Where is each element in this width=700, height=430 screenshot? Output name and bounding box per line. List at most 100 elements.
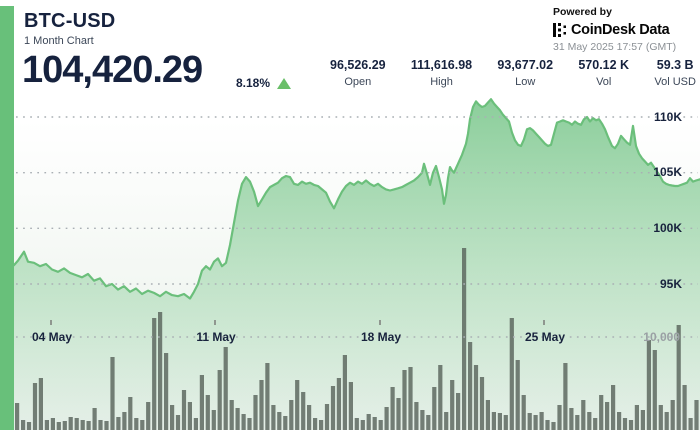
volume-bar bbox=[26, 422, 32, 430]
volume-bar bbox=[98, 420, 103, 430]
x-axis-label-11-may: 11 May bbox=[196, 330, 236, 344]
coindesk-logo-icon bbox=[553, 23, 566, 37]
volume-bar bbox=[211, 410, 216, 430]
price-change: 8.18% bbox=[236, 76, 292, 90]
volume-bar bbox=[688, 418, 693, 430]
volume-bar bbox=[557, 405, 562, 430]
volume-bar bbox=[140, 420, 145, 430]
brand-name: CoinDesk Data bbox=[571, 22, 670, 38]
y-axis-label-110k: 110K bbox=[653, 110, 682, 124]
high-label: High bbox=[430, 76, 453, 88]
volume-bar bbox=[68, 417, 73, 430]
volume-bar bbox=[682, 385, 687, 430]
coindesk-brand[interactable]: CoinDesk Data bbox=[553, 22, 695, 38]
volume-bar bbox=[110, 357, 115, 430]
volume-bar bbox=[581, 400, 586, 430]
volume-bar bbox=[658, 405, 663, 430]
volume-bar bbox=[330, 386, 336, 430]
volume-bar bbox=[241, 414, 246, 430]
volume-bar bbox=[307, 405, 312, 430]
volume-bar bbox=[479, 377, 485, 430]
volume-bar bbox=[295, 380, 300, 430]
volume-bar bbox=[283, 416, 288, 430]
volume-bar bbox=[634, 405, 639, 430]
volume-bar bbox=[336, 378, 341, 430]
volume-bar bbox=[390, 387, 395, 430]
volume-bar bbox=[134, 418, 139, 430]
volume-bar bbox=[640, 410, 645, 430]
high-value: 111,616.98 bbox=[410, 58, 473, 72]
volume-bar bbox=[74, 418, 79, 430]
volume-bar bbox=[235, 408, 240, 430]
change-percent: 8.18% bbox=[236, 76, 271, 90]
volume-bar bbox=[253, 395, 258, 430]
volume-bar bbox=[366, 414, 371, 430]
accent-bar bbox=[0, 6, 14, 430]
volume-bar bbox=[199, 375, 204, 430]
date-tick bbox=[543, 320, 545, 325]
y-axis-label-105k: 105K bbox=[653, 165, 682, 179]
volume-bar bbox=[265, 363, 270, 430]
volume-bar bbox=[652, 350, 657, 430]
volume-bar bbox=[247, 418, 252, 430]
date-tick bbox=[214, 320, 216, 325]
stat-low: 93,677.02 Low bbox=[497, 58, 553, 88]
vol-value: 570.12 K bbox=[578, 58, 630, 72]
volume-bar bbox=[503, 415, 508, 430]
volume-bar bbox=[539, 412, 544, 430]
volume-bar bbox=[44, 420, 49, 430]
volume-bar bbox=[384, 407, 389, 430]
volume-bar bbox=[229, 400, 234, 430]
volume-bar bbox=[164, 353, 169, 430]
volume-axis-label: 10,000 bbox=[643, 330, 680, 344]
up-triangle-icon bbox=[277, 77, 292, 89]
price-area-fill bbox=[14, 99, 700, 430]
volume-bar bbox=[450, 380, 455, 430]
volume-bar bbox=[104, 421, 109, 430]
volume-bar bbox=[420, 410, 425, 430]
volume-bar bbox=[187, 402, 192, 430]
volume-bar bbox=[599, 395, 604, 430]
volume-bar bbox=[86, 421, 91, 430]
volume-bar bbox=[396, 398, 401, 430]
volume-bar bbox=[217, 370, 222, 430]
volume-bar bbox=[62, 421, 67, 430]
volume-bar bbox=[15, 403, 20, 430]
volume-bar bbox=[664, 412, 669, 430]
volume-bar bbox=[56, 422, 61, 430]
volume-bar bbox=[456, 393, 461, 430]
price-line bbox=[12, 98, 700, 300]
volume-bar bbox=[545, 420, 550, 430]
stats-row: 96,526.29 Open 111,616.98 High 93,677.02… bbox=[330, 58, 696, 88]
volume-bar bbox=[563, 363, 568, 430]
volume-bar bbox=[289, 400, 294, 430]
volume-bar bbox=[468, 342, 473, 430]
low-value: 93,677.02 bbox=[497, 58, 554, 72]
open-label: Open bbox=[344, 76, 372, 88]
volume-bar bbox=[223, 347, 228, 430]
stat-vol-usd: 59.3 B Vol USD bbox=[654, 58, 696, 88]
volume-bar bbox=[646, 340, 651, 430]
volume-bar bbox=[497, 413, 502, 430]
volume-bar bbox=[575, 415, 580, 430]
volume-bar bbox=[521, 395, 526, 430]
x-axis-label-18-may: 18 May bbox=[360, 330, 402, 344]
volume-bar bbox=[515, 360, 520, 430]
volume-bar bbox=[605, 402, 610, 430]
y-axis-label-95k: 95K bbox=[659, 277, 682, 291]
volume-bar bbox=[50, 418, 55, 430]
volume-bar bbox=[611, 385, 616, 430]
volume-bar bbox=[438, 365, 443, 430]
volume-bar bbox=[372, 417, 377, 430]
volume-bar bbox=[360, 420, 365, 430]
volume-bar bbox=[593, 418, 598, 430]
symbol-title: BTC-USD bbox=[24, 10, 116, 32]
stat-high: 111,616.98 High bbox=[411, 58, 472, 88]
volume-bar bbox=[432, 387, 437, 430]
volume-bar bbox=[617, 412, 622, 430]
vol-usd-label: Vol USD bbox=[654, 76, 696, 88]
volume-bar bbox=[158, 312, 163, 430]
volume-bar bbox=[21, 420, 26, 430]
volume-bar bbox=[152, 318, 157, 430]
